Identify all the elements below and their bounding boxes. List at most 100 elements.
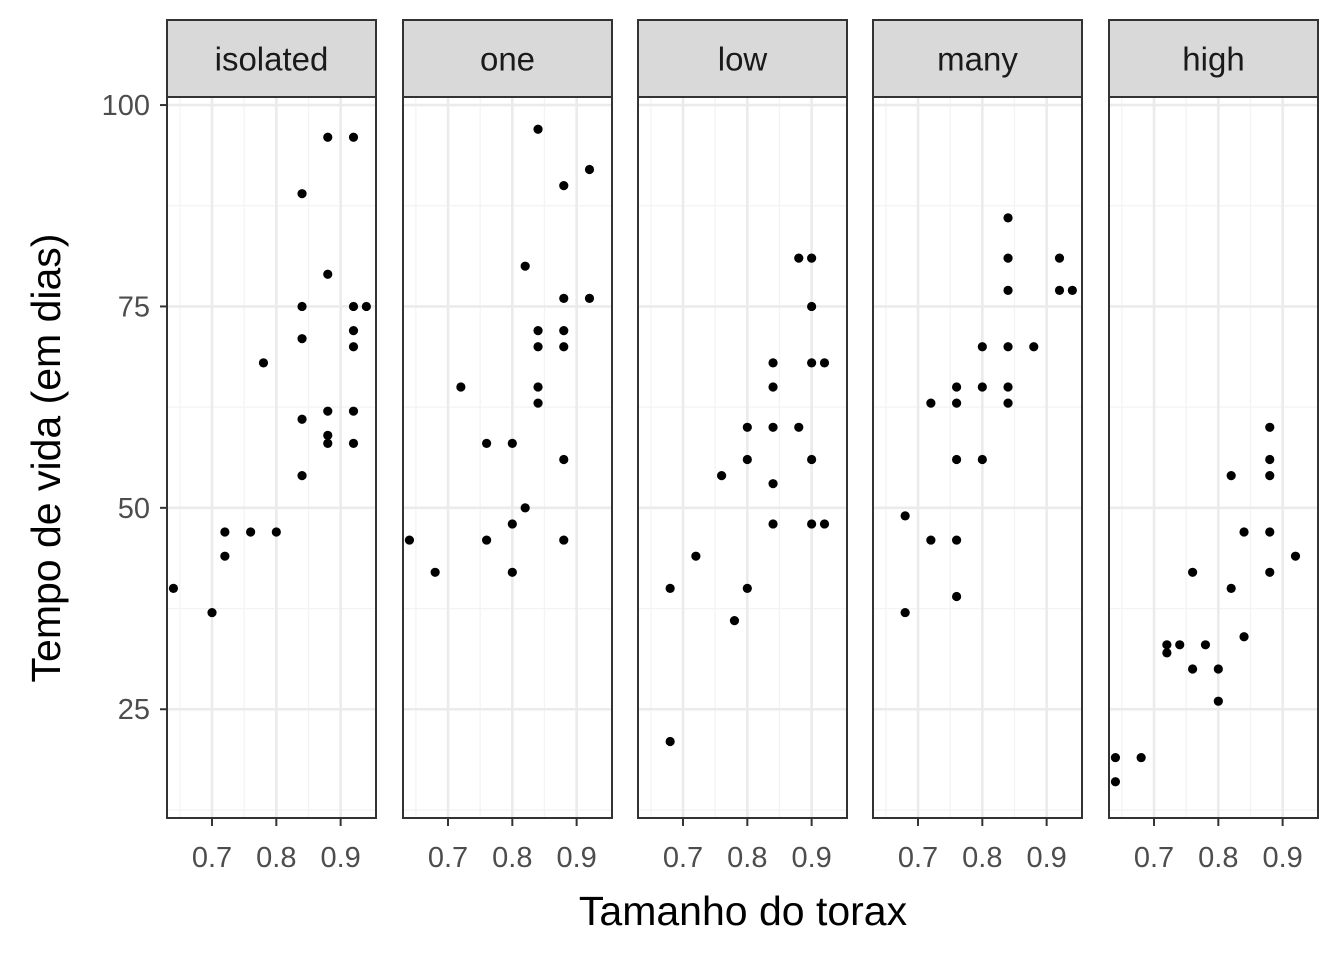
x-tick-label: 0.9	[556, 842, 596, 874]
data-point	[768, 479, 778, 489]
x-tick-label: 0.7	[1134, 842, 1174, 874]
x-tick-label: 0.8	[256, 842, 296, 874]
data-point	[361, 301, 371, 312]
data-point	[323, 269, 333, 279]
x-tick-label: 0.8	[727, 842, 767, 874]
facet-strip	[1108, 19, 1319, 98]
data-point	[1003, 382, 1013, 392]
x-tick-label: 0.9	[320, 842, 360, 874]
data-point	[665, 736, 675, 747]
data-point	[533, 398, 543, 408]
data-point	[559, 535, 569, 545]
x-tick-label: 0.9	[791, 842, 831, 874]
data-point	[1003, 342, 1013, 352]
data-point	[807, 454, 817, 465]
data-point	[807, 519, 817, 529]
data-point	[952, 591, 962, 602]
data-point	[1162, 640, 1172, 650]
data-point	[559, 181, 569, 191]
data-point	[1213, 696, 1223, 706]
data-point	[246, 527, 256, 537]
data-point	[1175, 640, 1185, 650]
data-point	[807, 301, 817, 312]
data-point	[1226, 583, 1236, 594]
panels: isolated 0.7 0.8 0.9 one 0.7 0.8 0.9 low 0.7 0.8 0.…	[166, 19, 1319, 874]
data-point	[952, 454, 962, 465]
data-point	[794, 422, 804, 432]
facet-strip-label: one	[480, 41, 535, 78]
data-point	[952, 382, 962, 392]
data-point	[952, 535, 962, 545]
data-point	[807, 253, 817, 263]
data-point	[297, 334, 307, 344]
data-point	[1003, 213, 1013, 223]
data-point	[507, 438, 517, 449]
data-point	[1003, 253, 1013, 263]
data-point	[584, 293, 595, 303]
data-point	[323, 406, 333, 416]
data-point	[1265, 567, 1275, 577]
x-tick-label: 0.9	[1262, 842, 1302, 874]
data-point	[819, 519, 830, 529]
data-point	[729, 616, 740, 626]
data-point	[926, 535, 936, 545]
data-point	[1213, 664, 1223, 674]
data-point	[533, 326, 543, 336]
data-point	[258, 358, 269, 368]
facet-strip	[637, 19, 848, 98]
y-tick-label: 75	[118, 291, 150, 323]
data-point	[742, 422, 752, 432]
data-point	[297, 471, 307, 481]
x-tick-label: 0.7	[192, 842, 232, 874]
data-point	[559, 454, 569, 465]
data-point	[559, 293, 569, 303]
data-point	[1067, 285, 1077, 295]
data-point	[1003, 398, 1013, 408]
data-point	[807, 358, 817, 368]
data-point	[1265, 471, 1275, 481]
data-point	[900, 607, 910, 618]
facet-panel-isolated: isolated 0.7 0.8 0.9	[166, 19, 377, 874]
data-point	[584, 164, 595, 175]
x-tick-label: 0.8	[492, 842, 532, 874]
data-point	[768, 422, 778, 432]
data-point	[977, 454, 987, 465]
data-point	[559, 326, 569, 336]
facet-strip-label: high	[1182, 41, 1244, 78]
x-axis-title: Tamanho do torax	[579, 888, 908, 934]
data-point	[168, 583, 179, 594]
data-point	[271, 527, 281, 537]
y-axis: 25 50 75 100	[102, 90, 167, 726]
data-point	[768, 358, 778, 368]
data-point	[900, 511, 910, 521]
data-point	[220, 527, 230, 537]
x-tick-label: 0.8	[1198, 842, 1238, 874]
data-point	[742, 454, 752, 465]
data-point	[1188, 567, 1198, 577]
y-axis-title: Tempo de vida (em dias)	[23, 234, 69, 683]
x-tick-label: 0.7	[663, 842, 703, 874]
data-point	[348, 438, 359, 449]
data-point	[348, 301, 359, 312]
data-point	[1239, 632, 1249, 642]
facet-strip-label: low	[718, 41, 768, 78]
data-point	[507, 567, 517, 577]
data-point	[482, 438, 492, 449]
facet-panel-high: high 0.7 0.8 0.9	[1108, 19, 1319, 874]
y-tick-label: 25	[118, 694, 150, 726]
data-point	[717, 471, 727, 481]
data-point	[404, 535, 415, 545]
data-point	[665, 583, 675, 594]
data-point	[1265, 422, 1275, 432]
data-point	[507, 519, 517, 529]
facet-strip	[166, 19, 377, 98]
data-point	[794, 253, 804, 263]
data-point	[1200, 640, 1211, 650]
facet-panel-low: low 0.7 0.8 0.9	[637, 19, 848, 874]
y-tick-label: 100	[102, 90, 150, 122]
data-point	[348, 406, 359, 416]
data-point	[323, 438, 333, 449]
data-point	[348, 326, 359, 336]
data-point	[1029, 342, 1039, 352]
data-point	[482, 535, 492, 545]
